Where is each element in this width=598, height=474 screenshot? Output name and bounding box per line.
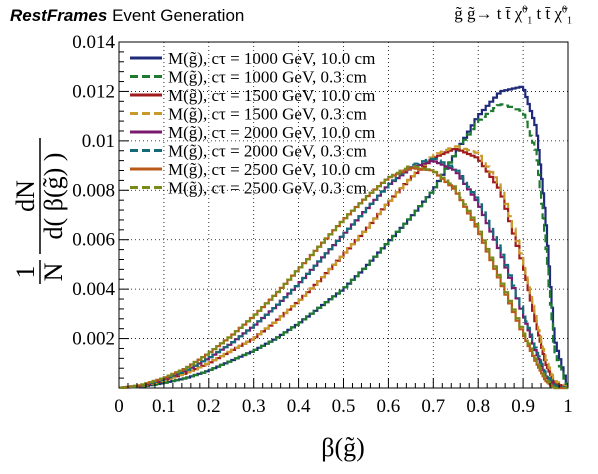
legend-label-0: M(g̃), cτ = 1000 GeV, 10.0 cm [168,49,375,68]
process-sup2: 0 [562,4,567,16]
legend-label-2: M(g̃), cτ = 1500 GeV, 10.0 cm [168,86,375,105]
axis-ticks: 0 0.1 0.2 0.3 0.4 0.5 0.6 0.7 0.8 0.9 1 0.002 0.004 0… [72,32,573,417]
y-axis-label: 1 N dN d( β(g̃) ) [11,138,68,284]
x-tick-label: 0.4 [287,396,311,417]
y-tick-label: 0.006 [72,230,115,251]
process-label: g̃ g̃→ t t̄ χ̃01 t t̄ χ̃01 [454,4,572,26]
x-tick-label: 0.6 [377,396,401,417]
legend-label-7: M(g̃), cτ = 2500 GeV, 0.3 cm [168,179,367,198]
y-tick-label: 0.004 [72,279,115,300]
process-sup: 0 [522,4,528,16]
brand-bold: RestFrames [10,6,108,25]
y-tick-label: 0.01 [82,131,115,152]
legend-label-6: M(g̃), cτ = 2500 GeV, 10.0 cm [168,160,375,179]
process-text: g̃ g̃→ t t̄ χ̃ [454,4,523,23]
y-tick-label: 0.014 [72,32,115,53]
series-line-5 [119,157,568,389]
x-tick-label: 0.2 [197,396,221,417]
x-tick-label: 0.7 [421,396,445,417]
y-tick-label: 0.002 [72,329,115,350]
legend-label-4: M(g̃), cτ = 2000 GeV, 10.0 cm [168,123,375,142]
y-label-left-num: 1 [11,266,40,279]
x-tick-label: 0 [114,396,124,417]
process-sub2: 1 [567,15,572,27]
x-tick-label: 1 [563,396,573,417]
x-tick-label: 0.9 [511,396,535,417]
y-label-left-den: N [39,262,68,281]
x-tick-label: 0.5 [332,396,356,417]
process-sub: 1 [527,15,533,27]
y-tick-label: 0.012 [72,81,115,102]
x-tick-label: 0.1 [152,396,176,417]
x-tick-label: 0.3 [242,396,266,417]
series-line-1 [119,103,568,389]
x-axis-label: β(g̃) [321,433,365,462]
x-tick-label: 0.8 [466,396,490,417]
brand-title: RestFrames Event Generation [10,6,244,26]
series-line-3 [119,145,568,389]
y-tick-label: 0.008 [72,180,115,201]
y-label-right-num: dN [11,180,40,212]
legend: M(g̃), cτ = 1000 GeV, 10.0 cmM(g̃), cτ =… [130,49,375,198]
series-layer [119,85,568,390]
y-label-right-den: d( β(g̃) ) [39,153,68,240]
legend-label-5: M(g̃), cτ = 2000 GeV, 0.3 cm [168,142,367,161]
brand-rest: Event Generation [112,6,245,25]
legend-label-3: M(g̃), cτ = 1500 GeV, 0.3 cm [168,105,367,124]
series-line-7 [119,164,568,390]
process-mid: t t̄ χ̃ [532,4,563,23]
legend-label-1: M(g̃), cτ = 1000 GeV, 0.3 cm [168,68,367,87]
